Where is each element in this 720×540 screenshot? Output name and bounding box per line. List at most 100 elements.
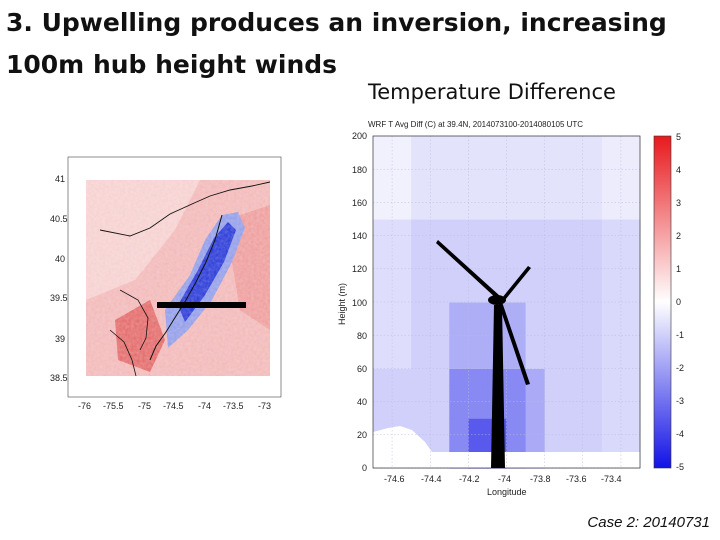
heatmap-cell [468, 401, 489, 419]
heatmap-cell [468, 202, 489, 220]
heatmap-cell [563, 385, 584, 403]
section-x-tick: -73.8 [530, 474, 551, 484]
map-x-tick: -74 [198, 401, 211, 411]
heatmap-cell [525, 401, 546, 419]
heatmap-cell [601, 335, 622, 353]
heatmap-cell [582, 434, 603, 452]
section-y-tick: 120 [352, 264, 367, 274]
heatmap-cell [373, 351, 393, 369]
heatmap-cell [563, 434, 584, 452]
heatmap-cell [544, 169, 565, 187]
heatmap-cell [392, 335, 412, 353]
heatmap-cell [449, 368, 469, 386]
heatmap-cell [563, 285, 584, 303]
heatmap-cell [373, 235, 393, 253]
heatmap-cell [373, 318, 393, 336]
heatmap-cell [506, 401, 527, 419]
heatmap-cell [544, 202, 565, 220]
heatmap-cell [620, 252, 641, 270]
heatmap-cell [525, 368, 546, 386]
heatmap-cell [487, 268, 508, 286]
map-y-tick: 39.5 [50, 293, 68, 303]
heatmap-cell [392, 351, 412, 369]
heatmap-cell [544, 302, 565, 320]
section-x-tick: -74.6 [384, 474, 405, 484]
heatmap-cell [430, 418, 450, 436]
heatmap-cell [430, 202, 450, 220]
colorbar-tick: 0 [676, 297, 681, 307]
heatmap-cell [411, 385, 431, 403]
heatmap-cell [449, 202, 469, 220]
heatmap-cell [582, 185, 603, 203]
heatmap-cell [468, 285, 489, 303]
section-heatmap [373, 136, 641, 469]
map-y-tick: 41 [55, 174, 65, 184]
heatmap-cell [506, 136, 527, 154]
map-x-tick: -76 [78, 401, 91, 411]
section-y-tick: 20 [357, 430, 367, 440]
map-coastline-bay [119, 289, 149, 351]
heatmap-cell [601, 235, 622, 253]
panel-title: Temperature Difference [368, 80, 616, 104]
heatmap-cell [449, 219, 469, 237]
heatmap-cell [411, 302, 431, 320]
heatmap-cell [563, 152, 584, 170]
heatmap-cell [487, 185, 508, 203]
turbine-nacelle [488, 295, 506, 305]
heatmap-cell [449, 152, 469, 170]
heatmap-cell [468, 368, 489, 386]
heatmap-cell [468, 434, 489, 452]
section-x-tick: -74 [498, 474, 511, 484]
heatmap-cell [620, 136, 641, 154]
heatmap-cell [373, 219, 393, 237]
heatmap-cell [468, 385, 489, 403]
heatmap-cell [411, 418, 431, 436]
heatmap-cell [544, 235, 565, 253]
heatmap-cell [506, 235, 527, 253]
heatmap-cell [620, 219, 641, 237]
heatmap-cell [430, 268, 450, 286]
heatmap-cell [620, 434, 641, 452]
section-chart-title: WRF T Avg Diff (C) at 39.4N, 2014073100-… [368, 120, 583, 129]
heatmap-cell [411, 268, 431, 286]
heatmap-cell [525, 268, 546, 286]
map-y-tick: 40.5 [50, 214, 68, 224]
heatmap-cell [430, 285, 450, 303]
heatmap-cell [525, 202, 546, 220]
section-y-tick: 160 [352, 198, 367, 208]
heatmap-cell [601, 252, 622, 270]
heatmap-cell [373, 185, 393, 203]
heatmap-cell [430, 368, 450, 386]
heatmap-cell [620, 368, 641, 386]
colorbar-tick: 4 [676, 165, 681, 175]
heatmap-cell [506, 268, 527, 286]
heatmap-cell [582, 401, 603, 419]
turbine-tower [491, 305, 505, 468]
section-x-tick: -73.6 [566, 474, 587, 484]
map-x-tick: -75 [138, 401, 151, 411]
heatmap-cell [544, 268, 565, 286]
heatmap-cell [487, 136, 508, 154]
heatmap-cell [373, 268, 393, 286]
heatmap-cell [620, 152, 641, 170]
heatmap-cell [601, 368, 622, 386]
heatmap-cell [582, 318, 603, 336]
heatmap-cell [544, 136, 565, 154]
case-caption: Case 2: 20140731 [587, 514, 710, 531]
heatmap-cell [582, 351, 603, 369]
section-y-tick: 40 [357, 397, 367, 407]
heatmap-cell [506, 252, 527, 270]
heatmap-cell [620, 268, 641, 286]
heatmap-cell [430, 434, 450, 452]
heatmap-cell [582, 285, 603, 303]
section-x-axis-label: Longitude [487, 487, 527, 497]
section-y-ticks: 200 180 160 140 120 100 80 60 40 20 0 [352, 131, 367, 473]
heatmap-cell [392, 219, 412, 237]
heatmap-cell [506, 418, 527, 436]
heatmap-cell [430, 152, 450, 170]
heatmap-cell [620, 385, 641, 403]
section-x-tick: -74.2 [459, 474, 480, 484]
heatmap-cell [392, 185, 412, 203]
heatmap-cell [601, 302, 622, 320]
map-x-ticks: -76 -75.5 -75 -74.5 -74 -73.5 -73 [78, 401, 271, 411]
